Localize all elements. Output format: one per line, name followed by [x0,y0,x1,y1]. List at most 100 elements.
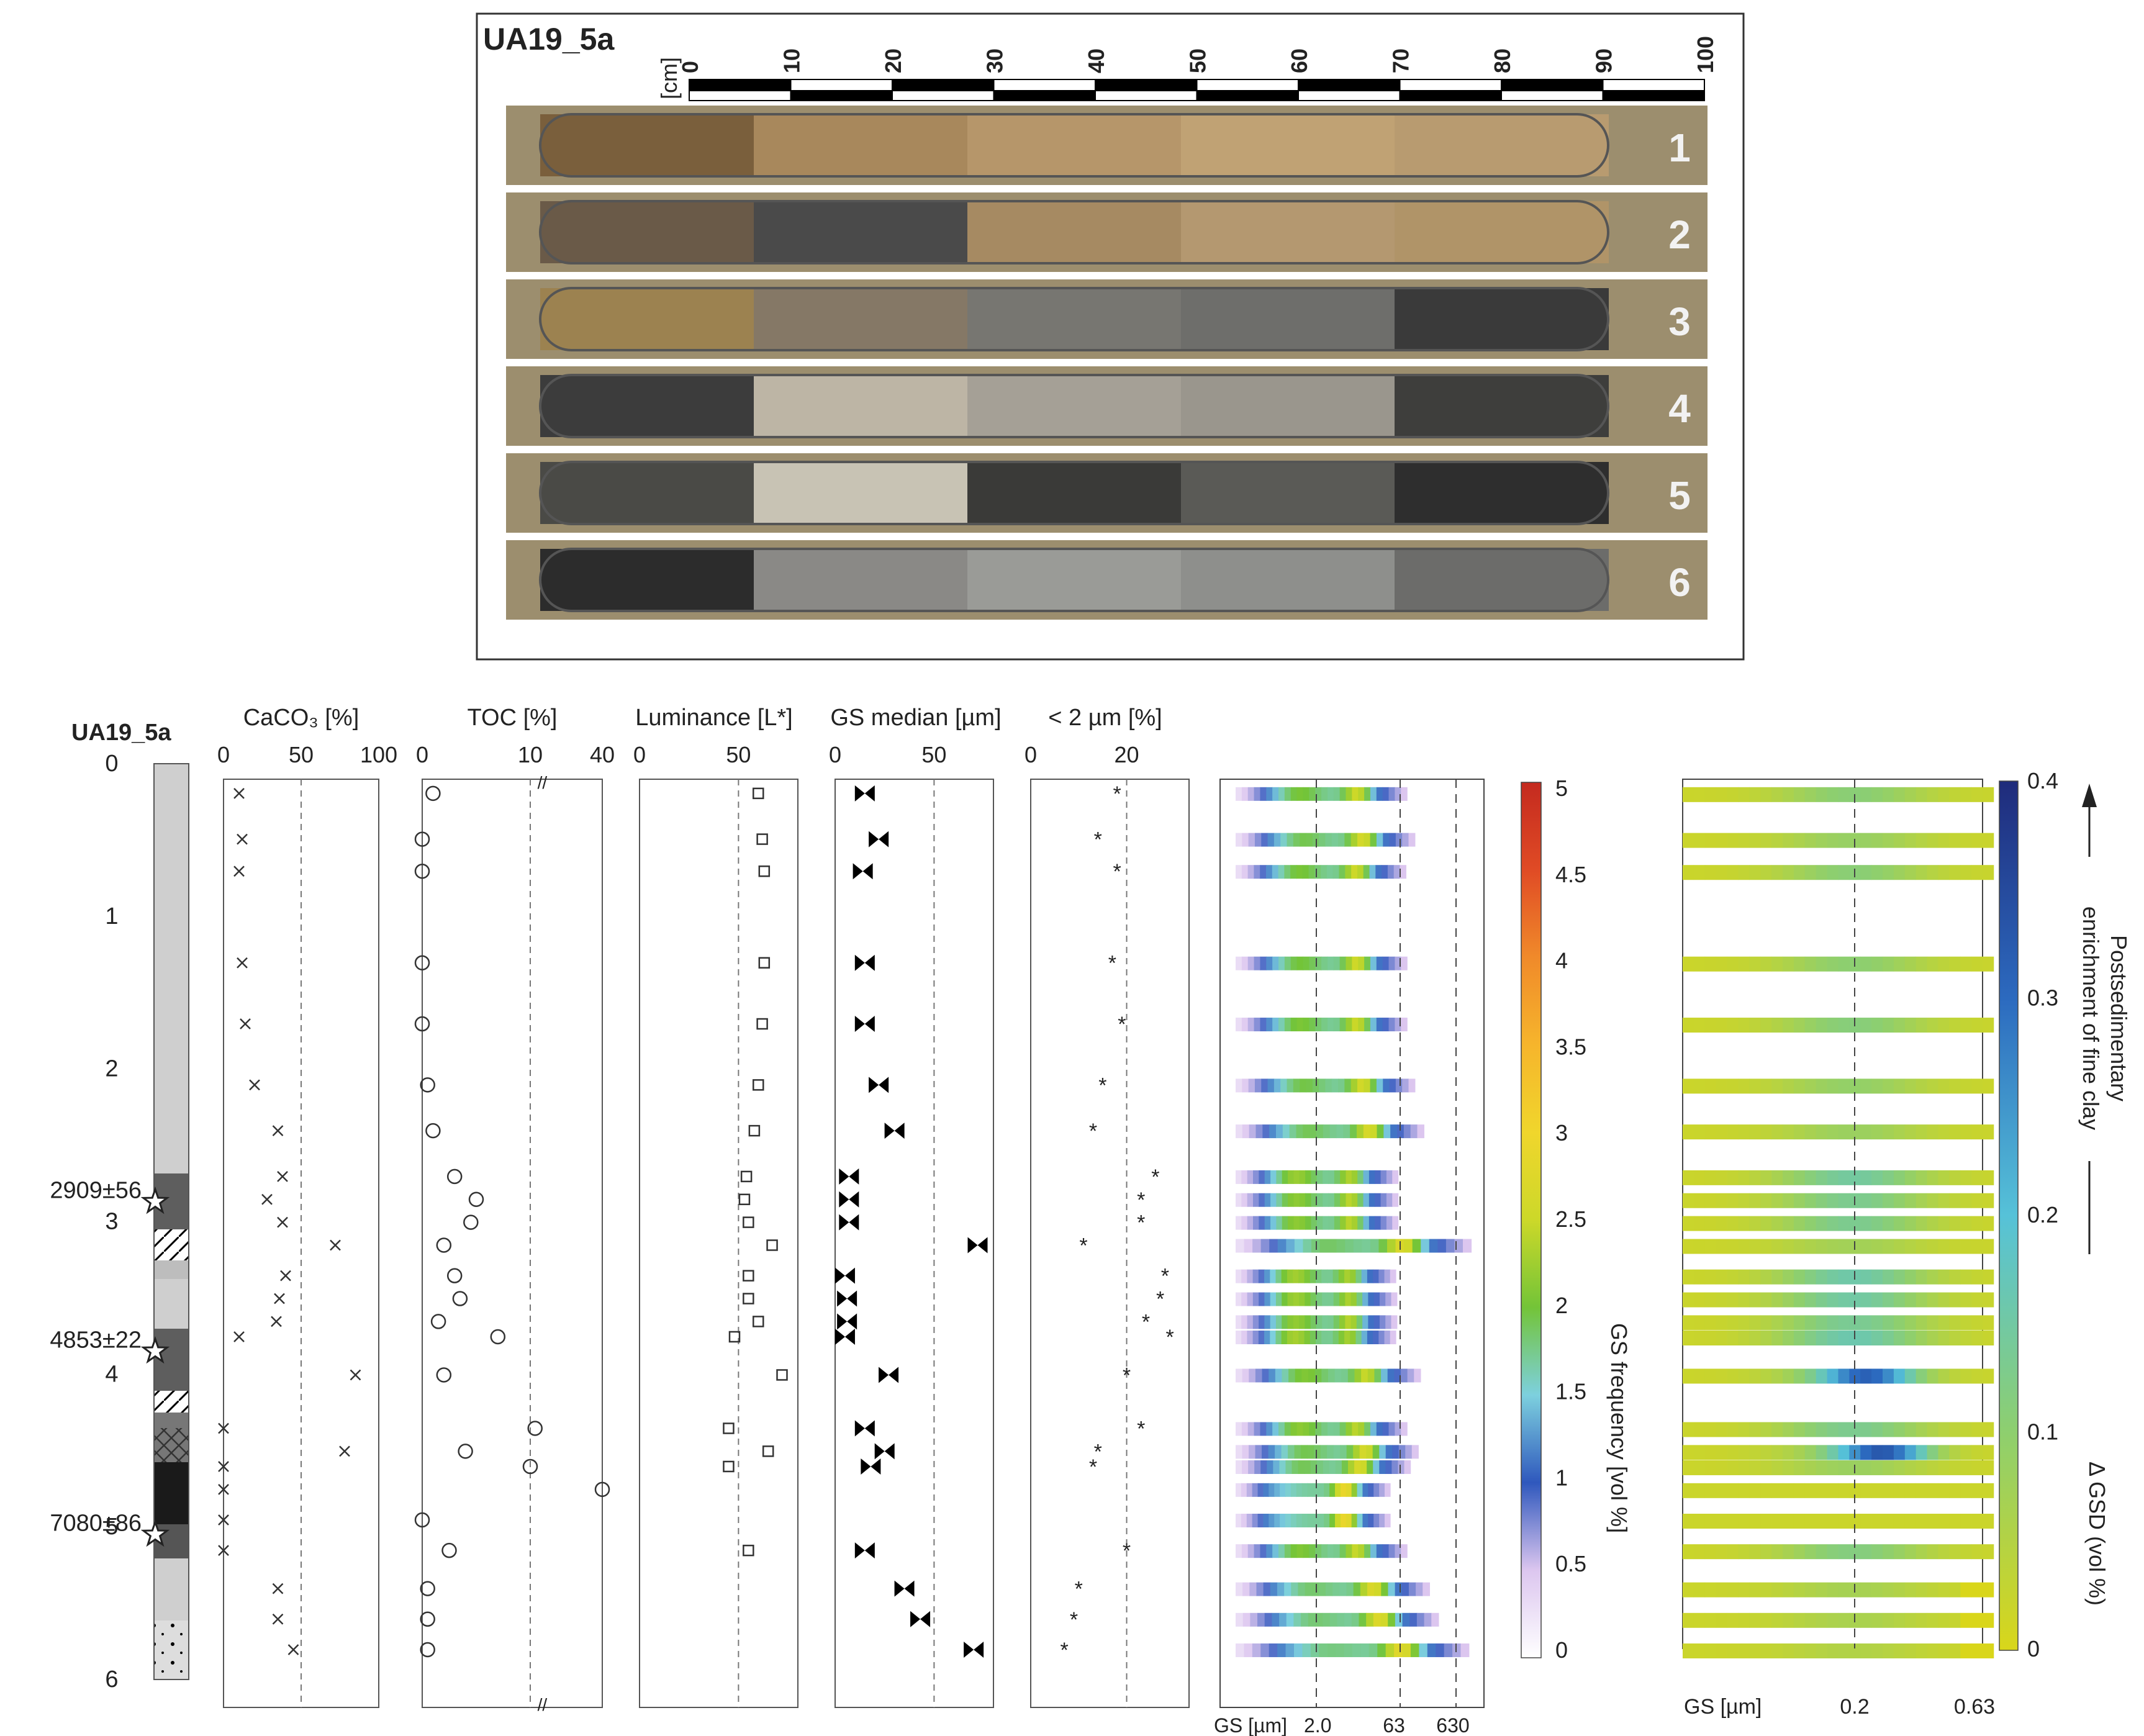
heatmap2-cell [1904,1124,1917,1140]
heatmap1-cell [1287,833,1294,847]
heatmap1-cell [1252,1315,1259,1329]
heatmap1-cell [1368,1170,1375,1184]
heatmap2-cell [1871,1460,1883,1475]
heatmap1-cell [1295,1368,1303,1383]
heatmap2-cell [1749,1368,1761,1384]
colorbar1-tick-label: 5 [1555,775,1568,801]
heatmap2-cell [1793,1582,1806,1598]
heatmap2-cell [1883,865,1894,880]
heatmap2-cell [1727,1331,1739,1345]
heatmap1-cell [1344,1078,1352,1093]
heatmap2-cell [1893,1368,1906,1384]
heatmap1-cell [1340,1170,1347,1184]
heatmap1-cell [1328,1292,1334,1306]
heatmap2-cell [1727,1445,1739,1460]
heatmap1-cell [1315,1422,1322,1436]
heatmap2-cell [1727,1193,1739,1208]
heatmap2-cell [1793,1544,1806,1560]
heatmap1-cell [1323,1612,1331,1627]
scale-segment-bottom [1298,90,1401,101]
heatmap1-cell [1351,1193,1358,1207]
heatmap1-cell [1254,1422,1261,1436]
heatmap1-cell [1309,1331,1316,1344]
heatmap1-cell [1325,1078,1332,1093]
heatmap1-cell [1281,1269,1288,1283]
heatmap2-cell [1838,956,1850,972]
heatmap1-cell [1258,1331,1265,1344]
heatmap2-cell [1949,1544,1961,1560]
heatmap2-cell [1693,1078,1706,1094]
heatmap1-cell [1329,1460,1336,1474]
heatmap1-cell [1350,1124,1357,1139]
colorbar1-label: GS frequency [vol %] [1606,1323,1632,1533]
heatmap2-cell [1771,1460,1783,1475]
heatmap2-cell [1804,1643,1817,1658]
heatmap2-cell [1693,1422,1706,1437]
heatmap1-cell [1364,1018,1371,1032]
heatmap2-cell [1893,1422,1906,1437]
heatmap2-cell [1893,1514,1906,1529]
heatmap2-cell [1716,1643,1727,1658]
heatmap1-cell [1256,1582,1264,1596]
heatmap1-cell [1315,1269,1322,1283]
heatmap1-cell [1325,833,1332,847]
heatmap2-cell [1838,1544,1850,1560]
heatmap1-cell [1241,956,1249,970]
heatmap1-cell [1309,787,1316,801]
heatmap1-cell [1364,833,1371,847]
heatmap2-cell [1693,1544,1706,1560]
heatmap2-cell [1893,1193,1906,1208]
core-sediment-segment [754,375,968,437]
heatmap2-cell [1838,1292,1850,1308]
heatmap1-cell [1370,1078,1377,1093]
heatmap1-cell [1306,833,1313,847]
heatmap2-cell [1804,865,1817,880]
data-point-bowtie [854,1542,875,1559]
heatmap2-cell [1771,1582,1783,1598]
core-section-number: 4 [1668,386,1691,431]
heatmap1-cell [1362,1514,1369,1527]
heatmap1-cell [1252,1643,1261,1657]
depth-tick-label: 2 [105,1056,118,1082]
heatmap1-cell [1319,1078,1326,1093]
heatmap2-cell [1860,1643,1872,1658]
heatmap1-cell [1357,1216,1364,1230]
heatmap1-cell [1311,1170,1318,1184]
heatmap2-cell [1883,787,1894,802]
core-sediment-segment [1395,114,1609,176]
heatmap2-cell [1804,1269,1817,1285]
heatmap2-cell [1683,1483,1694,1498]
heatmap2-cell [1960,1422,1972,1437]
litho-unit-hatched-2 [154,1391,189,1413]
heatmap2-cell [1771,1239,1783,1254]
heatmap2-cell [1783,1193,1794,1208]
data-point-square [758,957,771,969]
heatmap1-cell [1316,1124,1324,1139]
heatmap1-cell [1257,1514,1264,1527]
heatmap1-cell [1303,956,1309,970]
data-point-circle [452,1291,468,1306]
heatmap1-cell [1375,1170,1382,1184]
data-point-bowtie [839,1168,859,1185]
heatmap2-cell [1827,865,1839,880]
heatmap2-cell [1716,1193,1727,1208]
heatmap1-cell [1380,1170,1387,1184]
heatmap1-cell [1241,865,1249,879]
heatmap1-cell [1273,1078,1281,1093]
heatmap1-cell [1315,1612,1323,1627]
heatmap1-cell [1309,1018,1316,1032]
heatmap2-cell [1693,1368,1706,1384]
heatmap2-cell [1860,1078,1872,1094]
heatmap1-cell [1395,1544,1401,1558]
heatmap1-cell [1332,865,1340,879]
litho-unit-dotted [154,1621,189,1679]
heatmap1-cell [1408,1582,1416,1596]
heatmap2-cell [1938,1368,1950,1384]
heatmap2-cell [1693,787,1706,802]
heatmap1-cell [1260,1422,1267,1436]
heatmap2-cell [1727,1460,1739,1475]
heatmap2-cell [1927,1612,1938,1628]
heatmap2-cell [1860,1445,1872,1460]
heatmap2-cell [1683,1544,1694,1560]
panel-tick-label: 10 [518,742,543,767]
